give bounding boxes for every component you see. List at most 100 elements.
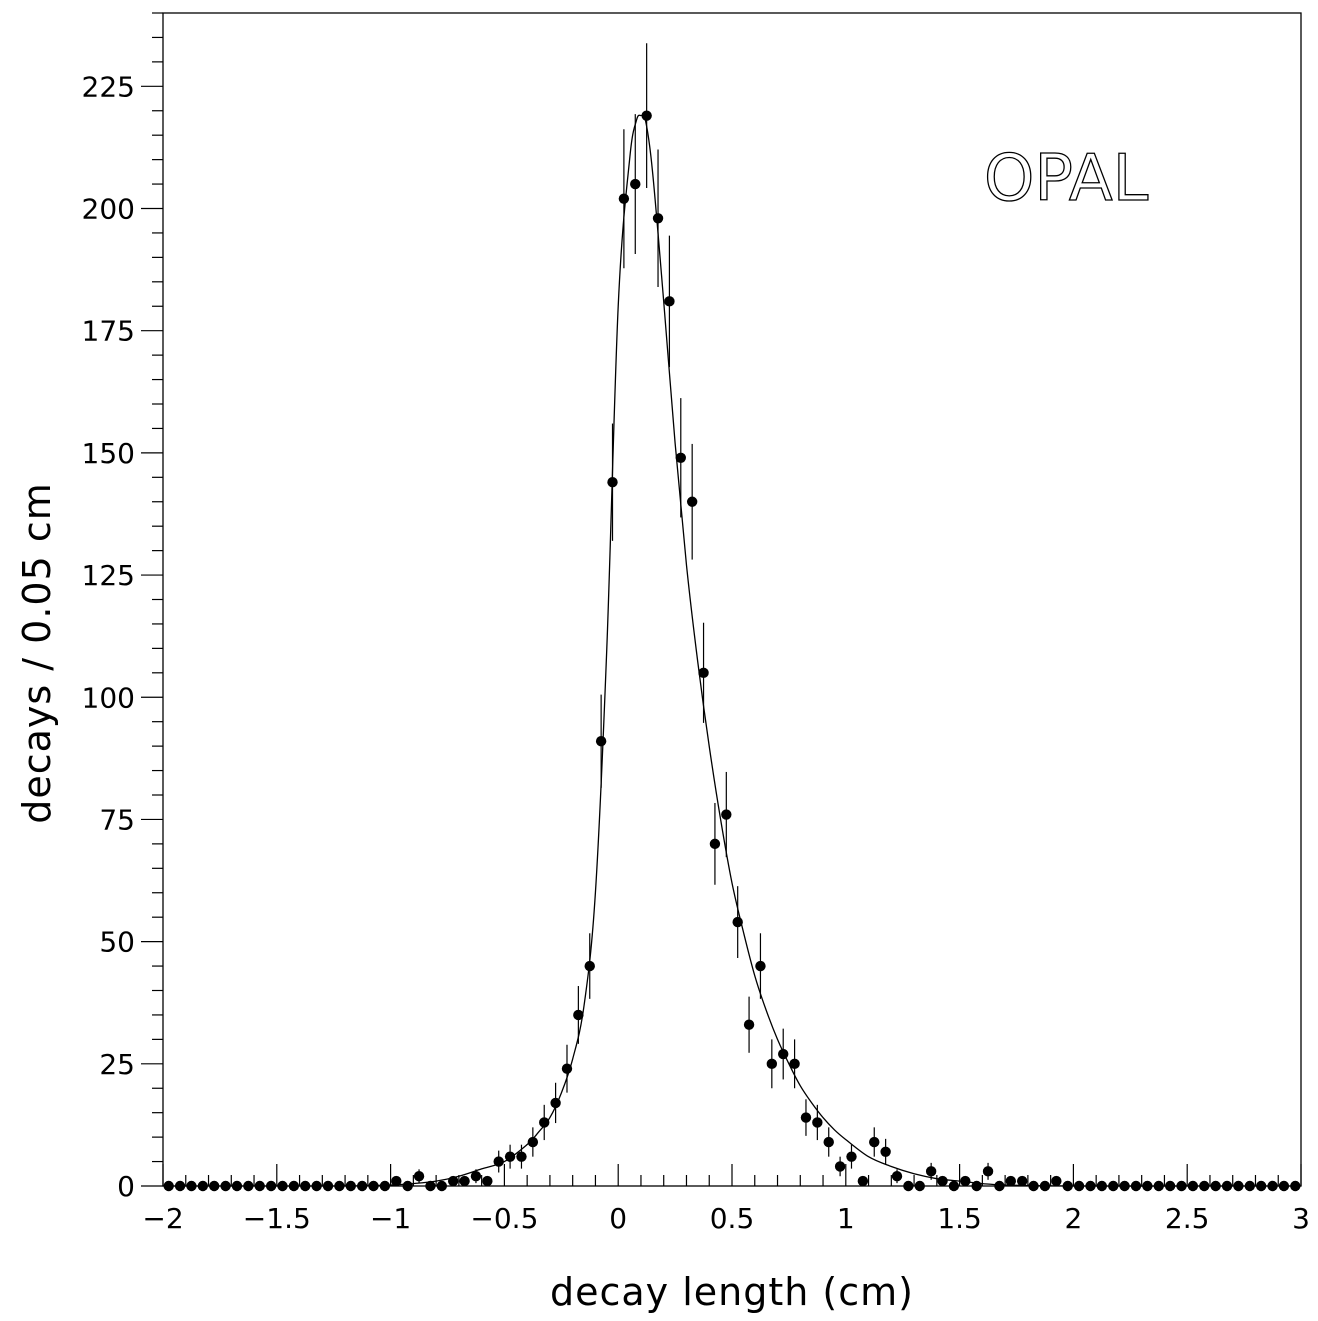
data-point <box>595 736 607 747</box>
data-point <box>778 1048 789 1060</box>
data-point <box>800 1112 812 1123</box>
data-point <box>834 1161 846 1172</box>
data-point <box>675 452 686 463</box>
data-point <box>869 1136 880 1148</box>
data-point <box>880 1146 891 1157</box>
data-point <box>641 110 652 121</box>
y-tick-label: 175 <box>82 315 135 348</box>
y-tick-label: 75 <box>99 803 135 836</box>
data-point <box>345 1180 356 1192</box>
data-point <box>948 1180 960 1192</box>
data-point <box>1199 1180 1210 1192</box>
data-point <box>573 1009 584 1021</box>
y-tick-label: 25 <box>99 1048 135 1081</box>
data-point <box>1221 1180 1233 1192</box>
data-point <box>1176 1180 1187 1192</box>
data-point <box>914 1180 925 1192</box>
data-point <box>1028 1180 1039 1192</box>
data-point <box>891 1171 903 1182</box>
data-point <box>1244 1180 1255 1192</box>
data-point <box>1210 1180 1221 1192</box>
data-point <box>755 960 766 972</box>
data-point <box>1267 1180 1278 1192</box>
x-tick-label: −0.5 <box>470 1202 538 1235</box>
data-point <box>1085 1180 1096 1192</box>
data-point <box>618 193 630 204</box>
error-bars <box>395 43 1057 1186</box>
data-point <box>1278 1180 1290 1192</box>
data-point <box>960 1175 971 1187</box>
data-point <box>539 1117 550 1128</box>
data-point <box>1039 1180 1051 1192</box>
data-point <box>379 1180 391 1192</box>
data-point <box>846 1151 857 1162</box>
x-tick-label: 3 <box>1292 1202 1310 1235</box>
data-point <box>1130 1180 1142 1192</box>
data-point <box>300 1180 311 1192</box>
y-tick-label: 0 <box>117 1170 135 1203</box>
data-point <box>504 1151 516 1162</box>
data-point <box>220 1180 231 1192</box>
data-point <box>413 1171 425 1182</box>
data-point <box>550 1097 561 1109</box>
data-point <box>903 1180 914 1192</box>
x-tick-label: 0 <box>609 1202 627 1235</box>
data-point <box>652 213 664 224</box>
data-point <box>584 960 595 972</box>
data-point <box>1096 1180 1108 1192</box>
data-point <box>1153 1180 1164 1192</box>
data-point <box>823 1136 834 1148</box>
x-tick-label: 2 <box>1064 1202 1082 1235</box>
data-point <box>186 1180 197 1192</box>
data-point <box>368 1180 379 1192</box>
data-point <box>265 1180 277 1192</box>
data-point <box>356 1180 368 1192</box>
data-point <box>857 1175 869 1187</box>
data-point <box>709 838 721 850</box>
data-points <box>163 110 1301 1192</box>
data-point <box>322 1180 334 1192</box>
x-axis-title: decay length (cm) <box>550 1270 914 1314</box>
data-point <box>766 1058 778 1070</box>
data-point <box>686 496 698 507</box>
data-point <box>391 1175 402 1187</box>
opal-logo-text: OPAL <box>984 142 1149 216</box>
data-point <box>1062 1180 1073 1192</box>
data-point <box>1142 1180 1153 1192</box>
data-point <box>732 916 743 928</box>
y-axis-title: decays / 0.05 cm <box>15 482 59 824</box>
data-point <box>664 296 675 307</box>
y-axis-ticks <box>141 12 163 1187</box>
data-point <box>1119 1180 1130 1192</box>
x-tick-label: 1 <box>837 1202 855 1235</box>
data-point <box>402 1180 413 1192</box>
data-point <box>425 1180 436 1192</box>
y-tick-label: 225 <box>82 70 135 103</box>
x-tick-label: 2.5 <box>1165 1202 1210 1235</box>
data-point <box>470 1171 482 1182</box>
data-point <box>925 1166 937 1177</box>
data-point <box>607 477 618 488</box>
data-point <box>1005 1175 1017 1187</box>
x-tick-label: 1.5 <box>937 1202 982 1235</box>
data-point <box>1164 1180 1176 1192</box>
data-point <box>1108 1180 1119 1192</box>
data-point <box>288 1180 300 1192</box>
data-point <box>231 1180 243 1192</box>
data-point <box>1255 1180 1267 1192</box>
y-tick-label: 50 <box>99 926 135 959</box>
data-point <box>561 1063 573 1074</box>
data-point <box>812 1117 823 1128</box>
data-point <box>1290 1180 1301 1192</box>
data-point <box>482 1175 493 1187</box>
x-tick-label: −2 <box>142 1202 183 1235</box>
data-point <box>1073 1180 1085 1192</box>
data-point <box>493 1156 504 1167</box>
data-point <box>1051 1175 1062 1187</box>
y-axis-tick-labels: 0 25 50 75 100 125 150 175 200 225 <box>82 70 135 1203</box>
data-point <box>334 1180 345 1192</box>
data-point <box>971 1180 982 1192</box>
data-point <box>630 178 641 190</box>
data-point <box>1187 1180 1199 1192</box>
